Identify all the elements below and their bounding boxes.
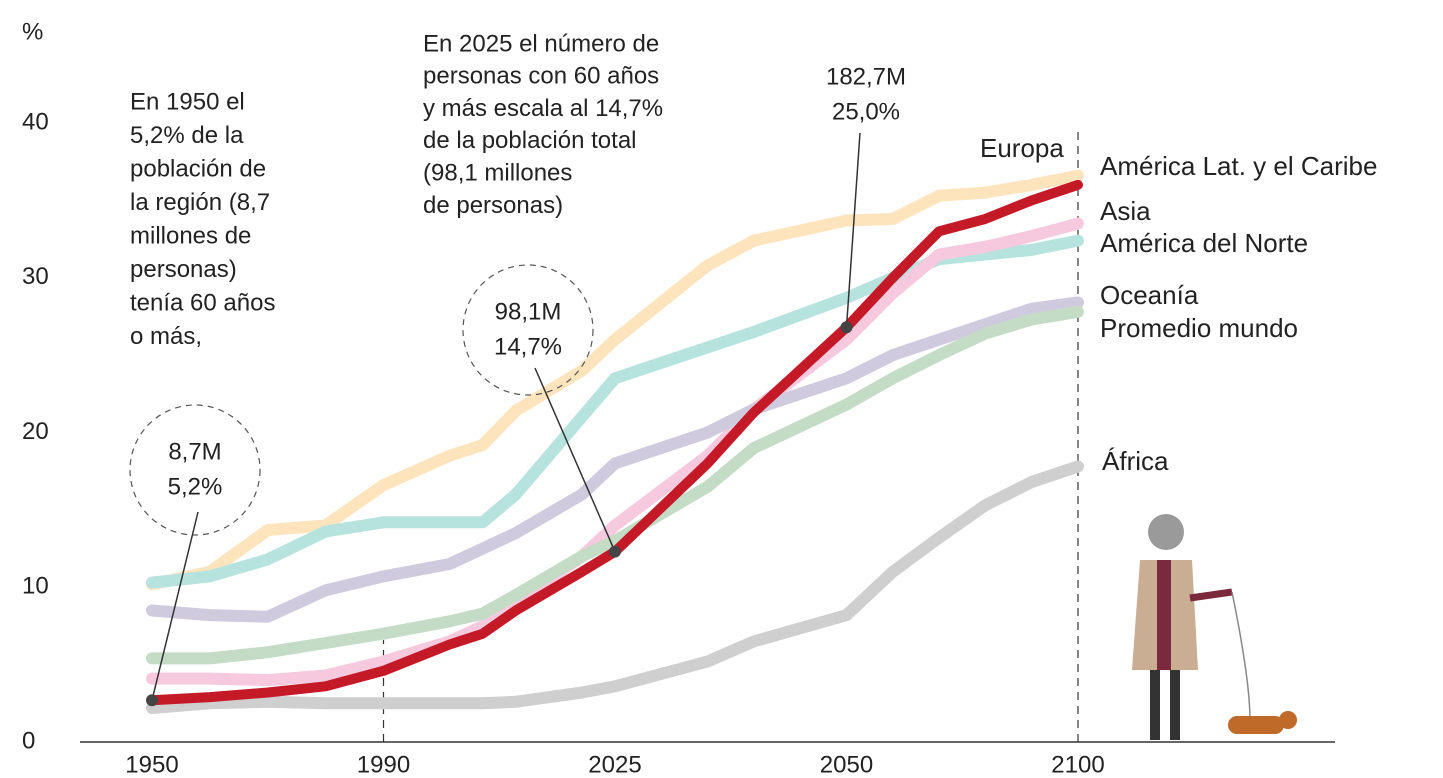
- series-line: [147, 179, 1083, 706]
- series-label: Promedio mundo: [1100, 313, 1298, 343]
- annotation-marker-text: 25,0%: [832, 98, 900, 125]
- annotation-text: personas con 60 años: [423, 63, 659, 90]
- annotation-text: En 1950 el: [130, 88, 245, 115]
- annotation-marker-text: 98,1M: [495, 298, 562, 325]
- annotation-circle: [462, 264, 594, 396]
- series-line: [146, 296, 1084, 623]
- y-tick-label: 40: [22, 108, 49, 135]
- x-tick-label: 1990: [357, 751, 410, 778]
- series-line: [146, 305, 1084, 665]
- y-tick-label: 20: [22, 418, 49, 445]
- series-line: [146, 460, 1084, 714]
- y-axis-label: %: [22, 18, 43, 45]
- series-label: África: [1102, 446, 1169, 476]
- annotation-text: la región (8,7: [130, 189, 270, 216]
- data-point: [609, 545, 621, 558]
- data-point: [146, 694, 158, 707]
- series-label: Asia: [1100, 196, 1151, 226]
- annotation-text: tenía 60 años: [130, 289, 275, 316]
- annotation-circle: [129, 404, 261, 536]
- leader-line: [534, 367, 616, 552]
- y-tick-label: 0: [22, 727, 35, 754]
- x-tick-label: 1950: [125, 751, 178, 778]
- series-label: Oceanía: [1100, 280, 1199, 310]
- annotation-text: de la población total: [423, 127, 637, 154]
- y-tick-label: 30: [22, 263, 49, 290]
- series-label: América Lat. y el Caribe: [1100, 151, 1377, 181]
- annotation-marker-text: 14,7%: [494, 333, 562, 360]
- y-tick-label: 10: [22, 573, 49, 600]
- annotation-text: y más escala al 14,7%: [423, 95, 663, 122]
- illustration: [1132, 514, 1297, 740]
- x-tick-label: 2100: [1051, 751, 1104, 778]
- leader-line: [845, 132, 861, 328]
- annotation-text: (98,1 millones: [423, 160, 572, 187]
- annotation-marker-text: 182,7M: [826, 63, 906, 90]
- series-line: [146, 217, 1084, 687]
- x-tick-label: 2050: [820, 751, 873, 778]
- annotation-text: de personas): [423, 192, 563, 219]
- series-label: América del Norte: [1100, 228, 1308, 258]
- annotation-text: En 2025 el número de: [423, 30, 659, 57]
- leader-line: [151, 511, 199, 701]
- annotation-text: millones de: [130, 222, 251, 249]
- annotation-text: población de: [130, 155, 266, 182]
- annotation-text: 5,2% de la: [130, 122, 244, 149]
- data-point: [840, 321, 853, 334]
- x-tick-label: 2025: [588, 751, 641, 778]
- annotation-marker-text: 5,2%: [168, 473, 223, 500]
- annotation-text: personas): [130, 256, 237, 283]
- annotation-text: o más,: [130, 323, 202, 350]
- series-label: Europa: [980, 133, 1064, 163]
- annotation-marker-text: 8,7M: [168, 438, 221, 465]
- series-line: [146, 169, 1084, 591]
